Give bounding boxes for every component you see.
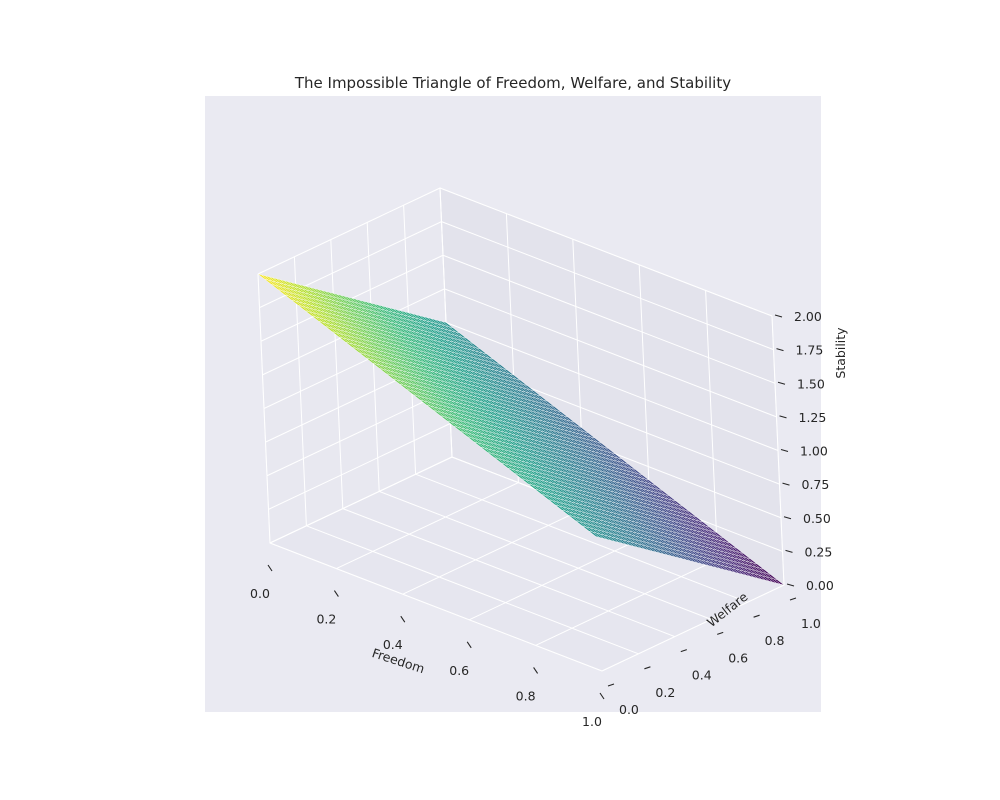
z-tick-mark <box>777 381 786 385</box>
x-tick-mark <box>400 615 406 623</box>
z-tick-label: 1.75 <box>796 343 824 358</box>
z-tick-mark <box>782 482 790 486</box>
y-tick-label: 1.0 <box>801 616 821 631</box>
y-tick-label: 0.4 <box>692 668 712 683</box>
z-tick-label: 0.00 <box>806 578 834 593</box>
chart-title: The Impossible Triangle of Freedom, Welf… <box>294 74 731 92</box>
x-tick-mark <box>333 590 339 597</box>
gridline-x-floor <box>402 507 586 595</box>
x-tick-label: 0.2 <box>316 612 336 627</box>
tick-marks <box>267 314 797 700</box>
z-tick-label: 1.00 <box>800 444 828 459</box>
y-tick-label: 0.0 <box>619 702 639 717</box>
z-tick-mark <box>776 348 784 352</box>
x-tick-label: 0.8 <box>516 688 536 703</box>
y-tick-mark <box>607 683 615 687</box>
gridline-z-back <box>441 221 774 351</box>
x-tick-mark <box>267 564 273 572</box>
gridline-z-back <box>444 288 777 418</box>
gridline-z-back <box>445 322 779 451</box>
y-tick-mark <box>789 597 797 601</box>
gridline-z-left <box>257 187 441 275</box>
gridline-z-left <box>266 389 450 477</box>
z-tick-label: 1.50 <box>797 376 825 391</box>
z-axis-label: Stability <box>833 327 848 379</box>
gridline-x-floor <box>468 533 652 621</box>
z-tick-mark <box>783 516 792 520</box>
y-tick-label: 0.2 <box>655 685 675 700</box>
x-tick-mark <box>599 692 605 700</box>
gridline-x-floor <box>535 558 718 646</box>
z-tick-mark <box>780 448 789 453</box>
z-tick-mark <box>779 415 787 419</box>
x-tick-mark <box>466 641 472 649</box>
gridline-z-back <box>442 254 776 384</box>
z-tick-label: 1.25 <box>799 410 827 425</box>
z-tick-label: 0.50 <box>803 511 831 526</box>
gridline-y-floor <box>379 490 712 620</box>
x-tick-label: 0.0 <box>250 586 270 601</box>
gridline-z-left <box>269 456 453 544</box>
gridline-x-floor <box>601 584 785 672</box>
y-tick-mark <box>753 614 760 618</box>
y-tick-mark <box>717 631 724 635</box>
gridline-y-floor <box>306 525 639 655</box>
z-tick-mark <box>785 549 793 553</box>
x-tick-label: 0.4 <box>383 637 403 652</box>
z-tick-label: 0.75 <box>802 477 830 492</box>
tick-labels: 0.0 0.2 0.4 0.6 0.8 1.0 0.0 0.2 0.4 0.6 0.8 1.0 0.00… <box>250 309 834 729</box>
y-tick-mark <box>680 649 687 653</box>
z-tick-label: 2.00 <box>794 309 822 324</box>
gridline-z-left <box>268 422 451 510</box>
y-tick-label: 0.6 <box>728 650 748 665</box>
gridline-y-floor <box>342 508 675 638</box>
y-tick-label: 0.8 <box>765 633 785 648</box>
gridline-z-back <box>439 187 773 317</box>
z-tick-mark <box>786 583 795 587</box>
surface-mesh <box>257 273 785 586</box>
y-tick-mark <box>644 666 651 670</box>
surface-facet <box>773 578 785 586</box>
x-tick-label: 0.6 <box>449 663 469 678</box>
gridline-x-floor <box>336 482 519 570</box>
gridline-y-floor <box>269 542 603 672</box>
z-tick-label: 0.25 <box>805 544 833 559</box>
x-tick-label: 1.0 <box>582 714 602 729</box>
x-tick-mark <box>533 667 539 674</box>
z-tick-mark <box>774 314 783 318</box>
gridline-y-floor <box>415 473 748 603</box>
